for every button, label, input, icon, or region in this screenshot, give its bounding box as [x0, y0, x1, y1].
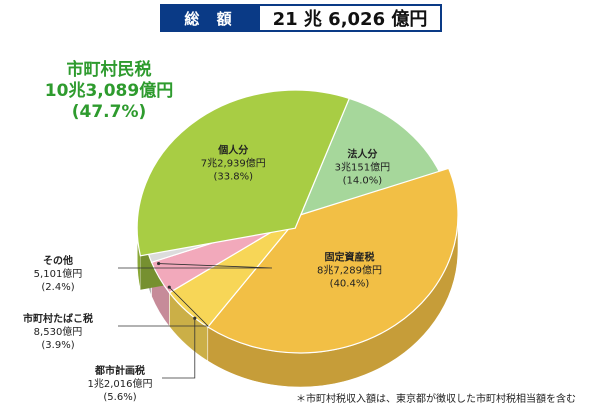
label-個人分: 個人分 7兆2,939億円(33.8%) — [201, 143, 266, 182]
total-value: 21 兆 6,026 億円 — [272, 9, 428, 30]
leader-lines — [118, 261, 273, 379]
label-その他: その他 5,101億円(2.4%) — [34, 254, 83, 293]
label-都市計画税: 都市計画税 1兆2,016億円(5.6%) — [88, 364, 153, 403]
leader-市町村たばこ税 — [118, 286, 209, 327]
total-box: 総 額 21 兆 6,026 億円 — [160, 4, 442, 32]
group-pct: (47.7%) — [71, 102, 147, 122]
group-name: 市町村民税 — [66, 60, 152, 80]
slice-個人分 — [136, 89, 351, 257]
pie-top — [136, 89, 459, 354]
label-法人分: 法人分 3兆151億円(14.0%) — [335, 148, 390, 187]
total-label: 総 額 — [162, 6, 260, 30]
slice-labels: 法人分 3兆151億円(14.0%) 固定資産税 8兆7,289億円(40.4%) 個人… — [23, 143, 390, 403]
leader-その他 — [118, 263, 273, 269]
label-市町村たばこ税: 市町村たばこ税 8,530億円(3.9%) — [23, 312, 93, 351]
leader-都市計画税 — [162, 318, 196, 379]
leader-dot-市町村たばこ税 — [167, 285, 171, 289]
slice-固定資産税 — [206, 167, 459, 354]
leader-dot-その他 — [157, 261, 161, 266]
municipal-tax-group-label: 市町村民税 10兆3,089億円 (47.7%) — [18, 60, 200, 123]
footnote: ＊市町村税収入額は、東京都が徴収した市町村税相当額を含む — [296, 394, 576, 405]
group-amount: 10兆3,089億円 — [44, 81, 174, 101]
label-固定資産税: 固定資産税 8兆7,289億円(40.4%) — [317, 250, 382, 289]
leader-dot-都市計画税 — [193, 316, 197, 320]
